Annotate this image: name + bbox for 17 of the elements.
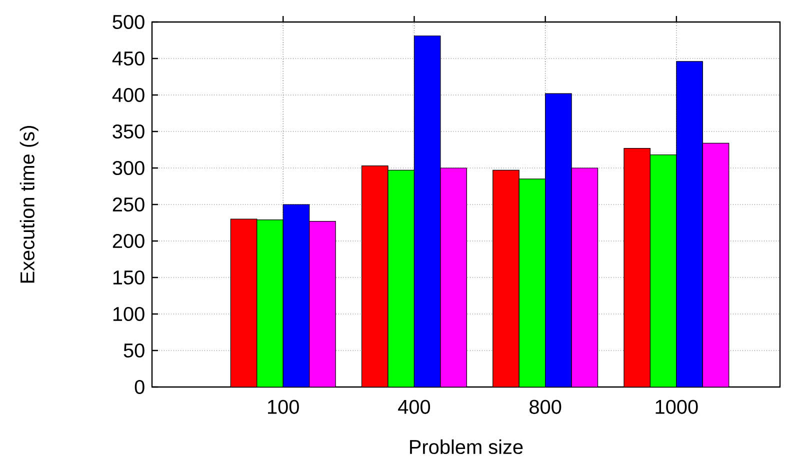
y-axis-title: Execution time (s): [20, 126, 38, 283]
y-tick-label: 450: [112, 51, 144, 66]
x-tick-label: 1000: [656, 400, 698, 414]
y-tick-label: 400: [112, 88, 144, 102]
y-tick-label: 100: [113, 306, 144, 322]
y-tick-label: 50: [124, 343, 144, 358]
y-tick-label: 300: [112, 160, 144, 176]
y-tick-label: 350: [112, 124, 144, 139]
x-tick-label: 100: [268, 400, 299, 414]
x-tick-label: 800: [530, 400, 562, 414]
x-tick-label: 400: [398, 400, 430, 414]
y-tick-label: 500: [112, 14, 144, 30]
y-tick-label: 0: [134, 380, 144, 394]
y-tick-label: 200: [112, 234, 144, 248]
x-axis-title: Problem size: [410, 439, 523, 454]
y-tick-label: 150: [113, 270, 144, 285]
y-tick-label: 250: [112, 197, 144, 212]
